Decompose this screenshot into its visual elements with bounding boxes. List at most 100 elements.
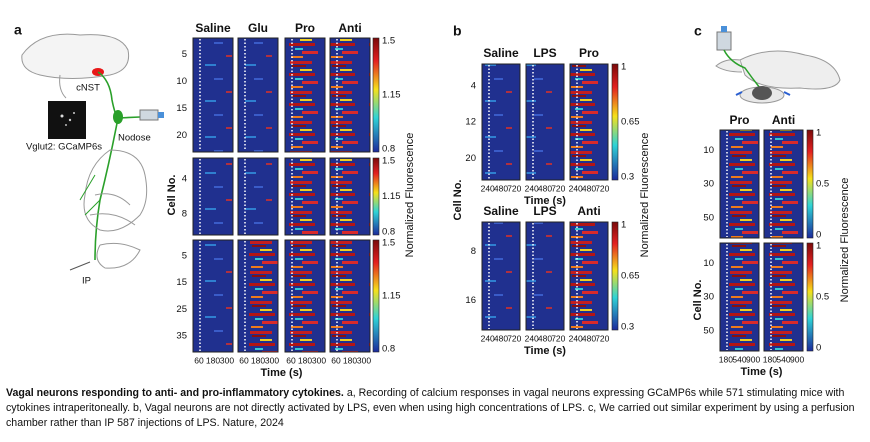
y-tick-label: 4 [471,80,476,91]
x-tick-label: 480 [538,333,552,343]
x-tick-label: 480 [582,333,596,343]
y-axis-label: Cell No. [692,280,704,321]
colorbar-tick-label: 0.3 [621,322,634,333]
x-tick-label: 240 [569,333,583,343]
y-tick-label: 50 [703,212,714,223]
x-tick-label: 300 [220,355,234,365]
y-tick-label: 5 [182,49,187,60]
heatmap [719,242,760,352]
brain-illustration [21,33,164,271]
x-tick-label: 480 [494,183,508,193]
y-tick-label: 16 [465,295,476,306]
colorbar-tick-label: 0.5 [816,179,829,190]
colorbar [372,157,380,236]
x-tick-label: 300 [357,355,371,365]
colorbar-tick-label: 1.15 [382,291,401,302]
colorbar [372,37,380,153]
heatmap [481,221,521,331]
x-tick-label: 180 [343,355,357,365]
caption-text: a, Recording of calcium responses in vag… [6,387,855,429]
x-tick-label: 180 [206,355,220,365]
column-header: Saline [195,21,231,35]
x-axis-label: Time (s) [261,367,303,379]
y-axis-label: Cell No. [166,175,178,216]
panel-label: b [453,23,462,39]
colorbar-tick-label: 1.5 [382,36,395,47]
colorbar-tick-label: 1 [816,241,821,252]
heatmap [763,242,804,352]
y-axis-label: Cell No. [452,180,464,221]
column-header: Anti [772,113,795,127]
heatmap [329,157,371,236]
heatmap [569,221,609,331]
x-tick-label: 540 [732,354,746,364]
x-tick-label: 180 [298,355,312,365]
annotation: IP [82,276,91,287]
annotation: Vglut2: GCaMP6s [26,142,102,153]
colorbar-tick-label: 1.5 [382,156,395,167]
y-tick-label: 10 [176,76,187,87]
y-tick-label: 12 [465,117,476,128]
panel-label: a [14,22,22,38]
x-tick-label: 540 [776,354,790,364]
colorbar-label: Normalized Fluorescence [639,133,651,258]
colorbar-tick-label: 1 [621,220,626,231]
y-tick-label: 35 [176,331,187,342]
colorbar-tick-label: 0.65 [621,117,640,128]
column-header: Pro [579,46,599,60]
heatmap [481,63,521,181]
heatmap [329,37,371,153]
colorbar-tick-label: 0.65 [621,271,640,282]
heatmap [569,63,609,181]
x-tick-label: 240 [525,183,539,193]
x-tick-label: 240 [481,183,495,193]
y-tick-label: 15 [176,103,187,114]
colorbar-tick-label: 0.5 [816,292,829,303]
column-header: Anti [577,204,600,218]
caption: Vagal neurons responding to anti- and pr… [6,386,864,431]
colorbar [611,63,619,181]
colorbar-label: Normalized Fluorescence [839,178,851,303]
x-tick-label: 900 [790,354,804,364]
x-tick-label: 240 [525,333,539,343]
y-tick-label: 50 [703,325,714,336]
column-header: Anti [338,21,361,35]
heatmap [525,63,565,181]
column-header: Pro [295,21,315,35]
y-tick-label: 4 [182,174,187,185]
column-header: Pro [729,113,749,127]
x-tick-label: 240 [569,183,583,193]
y-tick-label: 10 [703,145,714,156]
annotation: cNST [76,83,100,94]
y-tick-label: 15 [176,277,187,288]
figure: a cNST Nodose Vglut2: GCaMP6s IP Cell No. Norm… [14,21,851,379]
colorbar [611,221,619,331]
heatmap [192,239,234,353]
x-tick-label: 720 [507,333,521,343]
x-axis-label: Time (s) [741,366,783,378]
x-tick-label: 720 [595,183,609,193]
x-tick-label: 720 [551,333,565,343]
x-tick-label: 480 [538,183,552,193]
y-tick-label: 20 [176,130,187,141]
column-header: Glu [248,21,268,35]
column-header: LPS [533,204,556,218]
heatmap [719,129,760,239]
column-header: LPS [533,46,556,60]
x-tick-label: 300 [265,355,279,365]
x-tick-label: 300 [312,355,326,365]
x-axis-label: Time (s) [524,345,566,357]
colorbar-tick-label: 0.8 [382,227,395,238]
colorbar-tick-label: 0.8 [382,144,395,155]
x-tick-label: 60 [239,355,249,365]
heatmap [284,239,326,353]
colorbar [372,239,380,353]
heatmap [763,129,804,239]
colorbar-tick-label: 1.5 [382,238,395,249]
x-tick-label: 720 [595,333,609,343]
heatmap [284,37,326,153]
y-tick-label: 10 [703,258,714,269]
colorbar-tick-label: 1 [621,62,626,73]
colorbar-tick-label: 0.8 [382,344,395,355]
